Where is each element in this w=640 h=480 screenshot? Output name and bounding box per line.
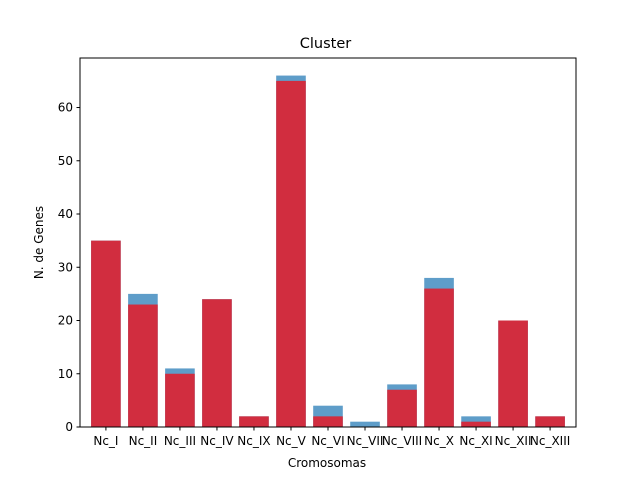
x-axis-label: Cromosomas bbox=[288, 456, 366, 470]
x-axis-ticks: Nc_I Nc_II Nc_III Nc_IV Nc_IX Nc_V Nc_VI Nc_VII… bbox=[93, 427, 570, 448]
bar-series2-nc-viii bbox=[387, 389, 417, 427]
y-tick-label: 20 bbox=[58, 314, 73, 328]
y-axis-label: N. de Genes bbox=[32, 206, 46, 279]
chart-title: Cluster bbox=[300, 36, 352, 52]
bar-series2-nc-ix bbox=[239, 416, 269, 427]
x-tick-label: Nc_VII bbox=[347, 434, 384, 448]
bar-series2-nc-xi bbox=[461, 421, 491, 427]
bars-layer bbox=[91, 75, 565, 428]
bar-series2-nc-i bbox=[91, 240, 121, 427]
x-tick-label: Nc_IV bbox=[200, 434, 234, 448]
y-tick-label: 0 bbox=[65, 420, 73, 434]
y-tick-label: 50 bbox=[58, 154, 73, 168]
x-tick-label: Nc_XI bbox=[459, 434, 492, 448]
x-tick-label: Nc_I bbox=[93, 434, 118, 448]
x-tick-label: Nc_XIII bbox=[530, 434, 570, 448]
y-axis-ticks: 0 10 20 30 40 50 60 bbox=[58, 101, 80, 434]
x-tick-label: Nc_VIII bbox=[382, 434, 422, 448]
y-tick-label: 60 bbox=[58, 101, 73, 115]
bar-series2-nc-v bbox=[276, 80, 306, 428]
x-tick-label: Nc_III bbox=[164, 434, 196, 448]
bar-series1-nc-vii bbox=[350, 421, 380, 427]
x-tick-label: Nc_II bbox=[129, 434, 158, 448]
x-tick-label: Nc_VI bbox=[311, 434, 344, 448]
x-tick-label: Nc_X bbox=[424, 434, 454, 448]
bar-series2-nc-vi bbox=[313, 416, 343, 427]
bar-series2-nc-ii bbox=[128, 304, 158, 427]
bar-series2-nc-xii bbox=[498, 320, 528, 427]
x-tick-label: Nc_V bbox=[276, 434, 307, 448]
x-tick-label: Nc_IX bbox=[237, 434, 270, 448]
x-tick-label: Nc_XII bbox=[495, 434, 532, 448]
bar-series2-nc-iii bbox=[165, 373, 195, 427]
bar-series2-nc-x bbox=[424, 288, 454, 427]
bar-series1-nc-xi bbox=[461, 416, 491, 427]
bar-series2-nc-xiii bbox=[535, 416, 565, 427]
bar-series2-nc-iv bbox=[202, 299, 232, 427]
y-tick-label: 10 bbox=[58, 367, 73, 381]
y-tick-label: 40 bbox=[58, 207, 73, 221]
y-tick-label: 30 bbox=[58, 260, 73, 274]
